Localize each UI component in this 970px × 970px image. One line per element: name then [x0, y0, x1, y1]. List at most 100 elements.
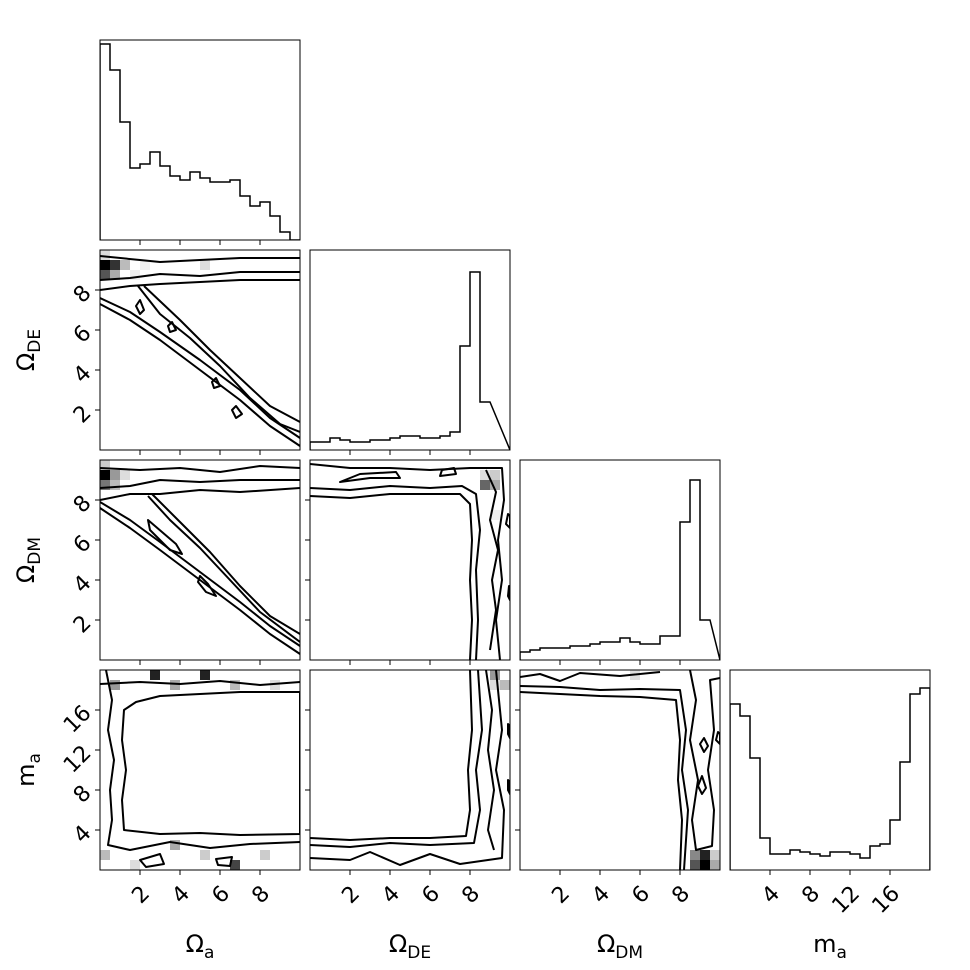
contour-island	[139, 853, 165, 868]
y-tick-label: 2	[69, 401, 97, 429]
axis-title-subscript: a	[25, 753, 45, 763]
histogram-step-line	[730, 687, 930, 870]
contour-island	[215, 856, 233, 867]
density-cell	[110, 260, 120, 270]
y-axis-title-m-a: ma	[12, 753, 45, 787]
panel-frame	[99, 459, 301, 661]
x-tick-label: 6	[417, 881, 445, 909]
density-cell	[490, 680, 500, 690]
y-axis-title-omega-dm: ΩDM	[12, 537, 45, 583]
density-cell	[700, 850, 710, 860]
contour-island	[507, 585, 510, 601]
contour-line	[310, 463, 505, 660]
x-tick-label: 4	[757, 881, 785, 909]
density-cell	[490, 470, 500, 480]
density-cell	[100, 470, 110, 480]
contour-line	[310, 670, 483, 848]
panel-content	[520, 670, 720, 870]
contour-line	[100, 501, 300, 647]
y-tick-label: 8	[69, 491, 97, 519]
panel-omega-dm-vs-omega-dm	[519, 459, 721, 665]
x-tick-label: 4	[167, 881, 195, 909]
contour-line	[151, 493, 300, 635]
y-tick-label: 4	[69, 571, 97, 599]
contour-island	[231, 405, 243, 419]
density-cell	[480, 480, 490, 490]
axis-title-subscript: DM	[615, 943, 643, 963]
x-tick-label: 12	[828, 881, 865, 918]
contour-line	[100, 487, 300, 501]
density-cell	[230, 860, 240, 870]
panel-content	[100, 670, 300, 870]
histogram-step-line	[310, 271, 510, 450]
contour-island	[135, 299, 145, 315]
axis-title-subscript: a	[204, 943, 214, 963]
axis-title-base: Ω	[389, 930, 407, 958]
panel-omega-de-vs-omega-de	[309, 249, 511, 455]
density-cell	[130, 270, 140, 280]
x-tick-label: 8	[797, 881, 825, 909]
y-tick-label: 2	[69, 611, 97, 639]
x-tick-label: 6	[207, 881, 235, 909]
panel-omega-de-vs-omega-dm	[305, 459, 511, 665]
density-cell	[100, 260, 110, 270]
density-cell	[110, 480, 120, 490]
axis-title-subscript: DE	[407, 943, 431, 963]
contour-line	[121, 691, 300, 836]
y-tick-label: 4	[69, 821, 97, 849]
x-tick-label: 2	[127, 881, 155, 909]
panel-content	[100, 460, 300, 655]
x-axis-title-m-a: ma	[813, 930, 847, 963]
x-tick-label: 8	[247, 881, 275, 909]
contour-line	[520, 671, 661, 682]
x-tick-label: 2	[547, 881, 575, 909]
contour-island	[197, 575, 217, 597]
axis-title-base: m	[12, 764, 40, 787]
panel-frame	[729, 669, 931, 871]
contour-island	[699, 737, 709, 753]
panel-omega-a-vs-omega-a	[99, 39, 301, 245]
panel-content	[310, 463, 510, 660]
panel-frame	[309, 669, 511, 871]
contour-line	[310, 670, 473, 841]
panel-content	[520, 479, 720, 660]
y-tick-label: 6	[69, 531, 97, 559]
panel-omega-a-vs-omega-dm: 2 4 6 8	[69, 459, 301, 665]
y-tick-label: 4	[69, 361, 97, 389]
contour-island	[715, 731, 720, 745]
contour-line	[100, 271, 300, 281]
axis-title-base: Ω	[12, 565, 40, 583]
panel-frame	[309, 249, 511, 451]
density-cell	[100, 460, 110, 470]
contour-line	[310, 485, 481, 660]
density-cell	[100, 480, 110, 490]
contour-line	[485, 469, 499, 651]
y-axis-title-omega-de: ΩDE	[12, 329, 45, 371]
x-tick-label: 4	[587, 881, 615, 909]
contour-line	[143, 285, 300, 423]
density-cell	[710, 850, 720, 860]
panel-content	[310, 670, 510, 866]
density-cell	[110, 470, 120, 480]
axis-title-subscript: DM	[25, 537, 45, 565]
density-cell	[480, 470, 490, 480]
density-cell	[120, 470, 130, 480]
contour-island	[339, 471, 401, 483]
density-cell	[700, 860, 710, 870]
panel-frame	[99, 669, 301, 871]
panel-frame	[309, 459, 511, 661]
x-tick-label: 2	[337, 881, 365, 909]
density-cell	[200, 260, 210, 270]
x-tick-label: 8	[667, 881, 695, 909]
panel-frame	[519, 459, 721, 661]
x-tick-label: 4	[377, 881, 405, 909]
density-cell	[200, 670, 210, 680]
y-tick-label: 8	[69, 281, 97, 309]
panel-content	[310, 271, 510, 450]
contour-island	[507, 779, 510, 795]
histogram-step-line	[100, 43, 300, 240]
density-cell	[140, 260, 150, 270]
